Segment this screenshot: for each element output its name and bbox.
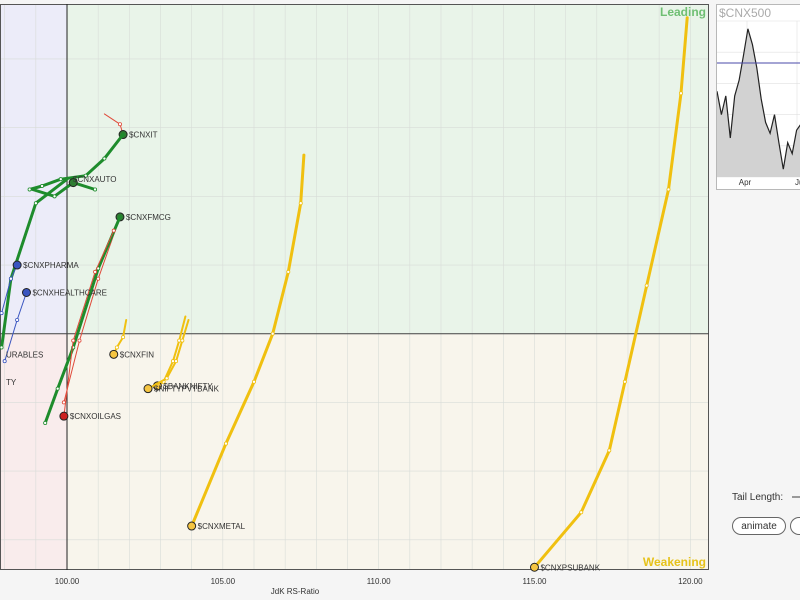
mini-x-label: Apr: [739, 178, 752, 187]
series-label: $NIFTYPVTBANK: [154, 385, 220, 394]
series-point: [251, 379, 256, 384]
series-point: [43, 421, 48, 426]
x-tick-label: 115.00: [523, 577, 547, 586]
series-point: [52, 194, 57, 199]
series-point: [0, 311, 4, 316]
series-point: [298, 201, 303, 206]
series-label: $CNXOILGAS: [70, 412, 121, 421]
series-label: $CNXAUTO: [73, 175, 116, 184]
mini-chart-title: $CNX500: [719, 6, 772, 20]
series-head: [12, 260, 22, 270]
series-point: [40, 184, 45, 189]
series-label: $BANKNIFTY: [163, 382, 213, 391]
x-tick-label: 100.00: [55, 577, 80, 586]
series-head: [143, 384, 153, 394]
tail-length-control: Tail Length:: [732, 492, 800, 503]
series-head: [68, 178, 78, 188]
series-point: [678, 91, 683, 96]
mini-x-label: Ju: [795, 178, 800, 187]
series-point: [174, 359, 179, 364]
series-point: [0, 345, 4, 350]
benchmark-mini-chart: Apr Ju $CNX500: [716, 4, 800, 190]
series-point: [270, 331, 275, 336]
mini-chart-canvas: Apr Ju: [717, 20, 800, 187]
series-point: [180, 338, 185, 343]
quadrant-leading: [67, 4, 709, 334]
series-point: [117, 122, 122, 127]
series-point: [33, 201, 38, 206]
series-line: [0, 177, 69, 349]
tail-length-label: Tail Length:: [732, 492, 784, 503]
rrg-chart: 100.00 105.00 110.00 115.00 120.00 $CNXPSUBA…: [0, 4, 709, 596]
series-point: [93, 187, 98, 192]
series-label: URABLES: [6, 350, 43, 359]
series-line: [31, 181, 97, 198]
x-tick-label: 110.00: [367, 577, 391, 586]
series-point: [607, 448, 612, 453]
series-point: [55, 386, 60, 391]
series-label: $CNXFIN: [120, 350, 154, 359]
series-label: $CNXPHARMA: [23, 261, 79, 270]
series-point: [622, 379, 627, 384]
plot-border: [0, 4, 709, 570]
series-point: [579, 510, 584, 515]
series-point: [164, 376, 169, 381]
series-line: [28, 133, 125, 191]
series-point: [223, 441, 228, 446]
series-point: [77, 338, 82, 343]
quadrant-lagging: [0, 333, 68, 570]
series-point: [644, 283, 649, 288]
series-head: [187, 521, 197, 531]
quadrant-weakening: [67, 333, 709, 570]
quadrant-label-weakening: Weakening: [643, 555, 706, 569]
series-point: [15, 317, 20, 322]
series-point: [71, 338, 76, 343]
series-point: [666, 187, 671, 192]
series-label: $CNXFMCG: [126, 213, 171, 222]
series-point: [114, 345, 119, 350]
series-point: [96, 276, 101, 281]
animate-button[interactable]: animate: [732, 517, 786, 535]
series-point: [102, 156, 107, 161]
x-tick-label: 105.00: [211, 577, 236, 586]
series-point: [58, 177, 63, 182]
mini-line: [717, 28, 800, 170]
series-point: [2, 359, 7, 364]
series-label: $CNXPSUBANK: [540, 563, 600, 572]
series-head: [59, 411, 69, 421]
series-point: [8, 276, 13, 281]
quadrant-label-leading: Leading: [660, 5, 706, 19]
secondary-control-button[interactable]: [790, 517, 800, 535]
x-axis-title: JdK RS-Ratio: [271, 587, 320, 596]
series-head: [21, 287, 31, 297]
series-head: [529, 562, 539, 572]
series-point: [286, 269, 291, 274]
series-head: [109, 349, 119, 359]
series-label: TY: [6, 378, 17, 387]
series-label: $CNXIT: [129, 131, 158, 140]
series-point: [93, 269, 98, 274]
series-point: [83, 173, 88, 178]
series-point: [27, 187, 32, 192]
series-line: [533, 16, 689, 569]
series-line: [63, 216, 121, 403]
series-label: $CNXHEALTHCARE: [32, 288, 107, 297]
mini-area: [717, 28, 800, 177]
x-tick-label: 120.00: [678, 577, 703, 586]
series-label: $CNXMETAL: [198, 522, 246, 531]
series-point: [121, 335, 126, 340]
tail-length-slider[interactable]: [791, 496, 800, 499]
series-line: [63, 230, 115, 417]
series-point: [111, 228, 116, 233]
